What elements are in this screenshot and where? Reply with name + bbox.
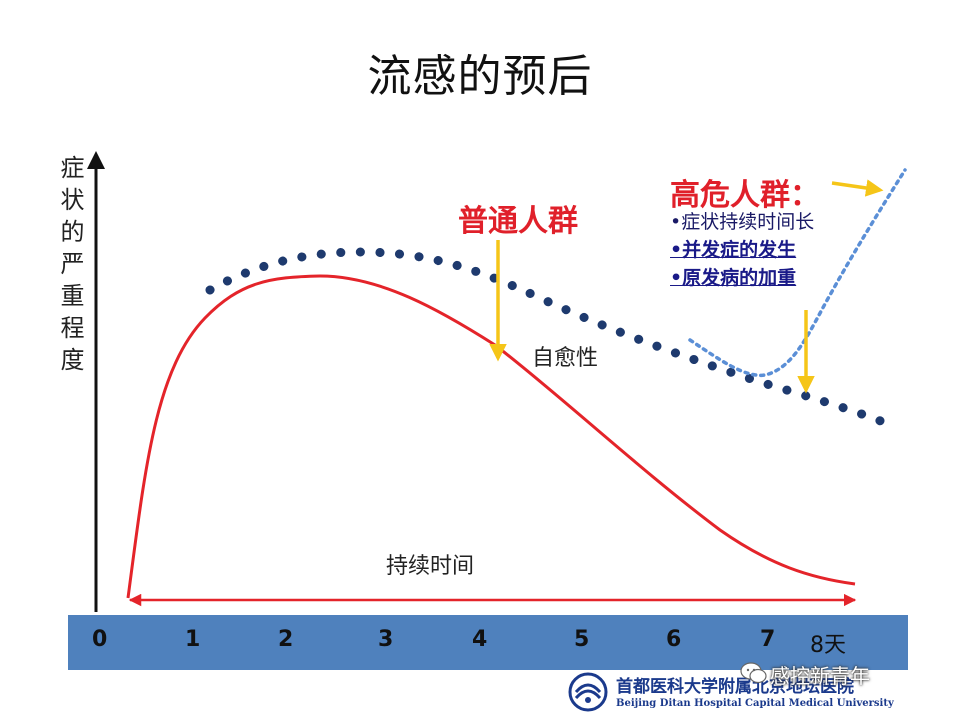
timeline-bar: [68, 615, 908, 670]
slide-title: 流感的预后: [367, 51, 593, 102]
high-risk-course-dotted-curve: [205, 247, 903, 433]
hospital-name-en: Beijing Ditan Hospital Capital Medical U…: [616, 697, 894, 709]
timeline-tick: 0: [92, 627, 108, 652]
normal-course-curve: [126, 274, 856, 599]
timeline-tick: 8天: [810, 633, 846, 658]
high-risk-arrow-right: [831, 179, 884, 197]
normal-group-label: 普通人群: [458, 204, 578, 239]
high-risk-outcomes-list: •症状持续时间长 •并发症的发生 •原发病的加重: [670, 208, 814, 292]
duration-label: 持续时间: [386, 554, 475, 579]
self-healing-label: 自愈性: [532, 346, 599, 371]
timeline-tick: 2: [278, 627, 294, 652]
timeline-tick: 1: [185, 627, 201, 652]
hospital-name-cn: 首都医科大学附属北京地坛医院: [616, 676, 854, 697]
timeline-tick: 4: [472, 627, 488, 652]
timeline-tick: 3: [378, 627, 394, 652]
high-risk-item: •并发症的发生: [670, 239, 797, 261]
y-axis-label: 症状的严重程度: [56, 155, 84, 379]
wechat-icon: [740, 662, 767, 684]
timeline-tick: 6: [666, 627, 682, 652]
timeline-tick: 7: [760, 627, 776, 652]
hospital-logo: 首都医科大学附属北京地坛医院 Beijing Ditan Hospital Ca…: [568, 668, 904, 716]
hospital-logo-icon: [568, 672, 608, 712]
high-risk-item: •症状持续时间长: [670, 211, 815, 233]
timeline-tick: 5: [574, 627, 590, 652]
high-risk-title: 高危人群：: [670, 178, 820, 213]
watermark-text: 感控新青年: [770, 664, 870, 688]
worsening-rising-curve: [688, 168, 907, 378]
high-risk-item: •原发病的加重: [670, 267, 797, 289]
